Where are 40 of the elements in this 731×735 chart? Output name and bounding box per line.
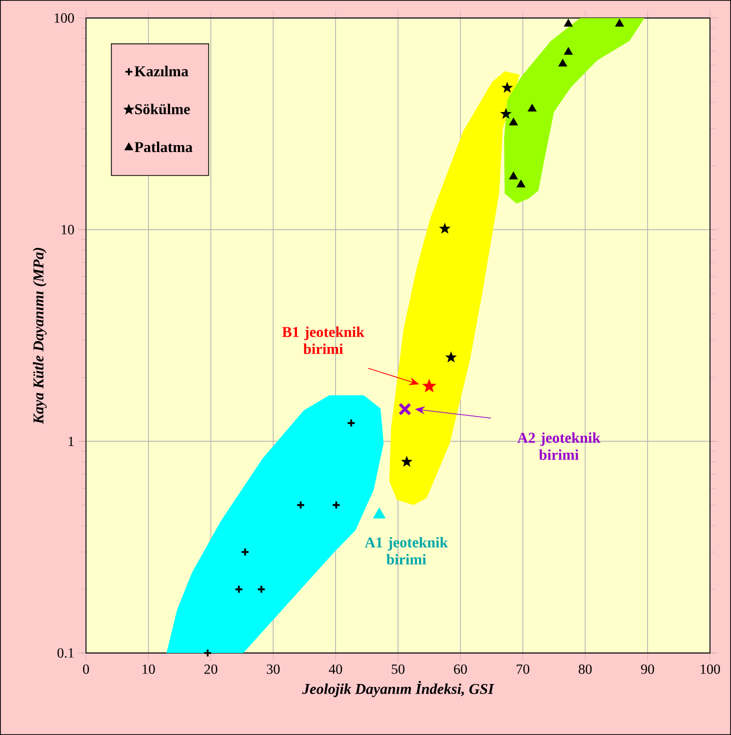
point <box>346 418 356 428</box>
point <box>332 500 341 510</box>
x-tick-label: 30 <box>266 664 280 674</box>
point <box>240 548 250 556</box>
point <box>528 104 536 112</box>
x-tick-label: 90 <box>641 664 654 674</box>
x-tick-label: 40 <box>328 664 342 674</box>
y-tick-label: 1 <box>68 436 74 446</box>
point <box>564 48 572 55</box>
x-tick-label: 70 <box>516 664 530 674</box>
point <box>510 172 518 180</box>
legend-label: Kazılma <box>134 66 188 76</box>
x-tick-label: 100 <box>700 664 720 674</box>
y-tick-label: 100 <box>54 13 74 23</box>
point <box>234 584 244 594</box>
y-tick-label: 10 <box>62 224 74 234</box>
point <box>422 379 436 392</box>
x-tick-label: 10 <box>142 664 155 674</box>
legend-label: Sökülme <box>135 104 190 114</box>
x-tick-label: 50 <box>392 664 404 674</box>
point <box>510 118 518 126</box>
point <box>398 402 412 416</box>
annotation: A2 jeoteknik birimi <box>517 432 600 460</box>
y-tick-label: 0.1 <box>58 648 74 658</box>
annotation: A1 jeoteknik birimi <box>364 536 448 565</box>
x-tick-label: 80 <box>578 664 592 674</box>
legend-label: Patlatma <box>134 142 192 152</box>
point <box>296 500 306 510</box>
point <box>517 180 525 188</box>
point <box>564 20 572 27</box>
point <box>558 59 567 67</box>
point <box>203 648 212 658</box>
x-tick-label: 60 <box>454 664 467 674</box>
point <box>256 584 266 594</box>
x-tick-label: 0 <box>83 664 89 674</box>
x-tick-label: 20 <box>204 664 218 674</box>
point <box>616 20 624 27</box>
annotation: B1 jeoteknik birimi <box>282 326 364 354</box>
y-axis-title: Kaya Kütle Dayanımı (MPa) <box>32 248 47 424</box>
x-axis-title: Jeolojik Dayanım İndeksi, GSI <box>302 680 494 698</box>
